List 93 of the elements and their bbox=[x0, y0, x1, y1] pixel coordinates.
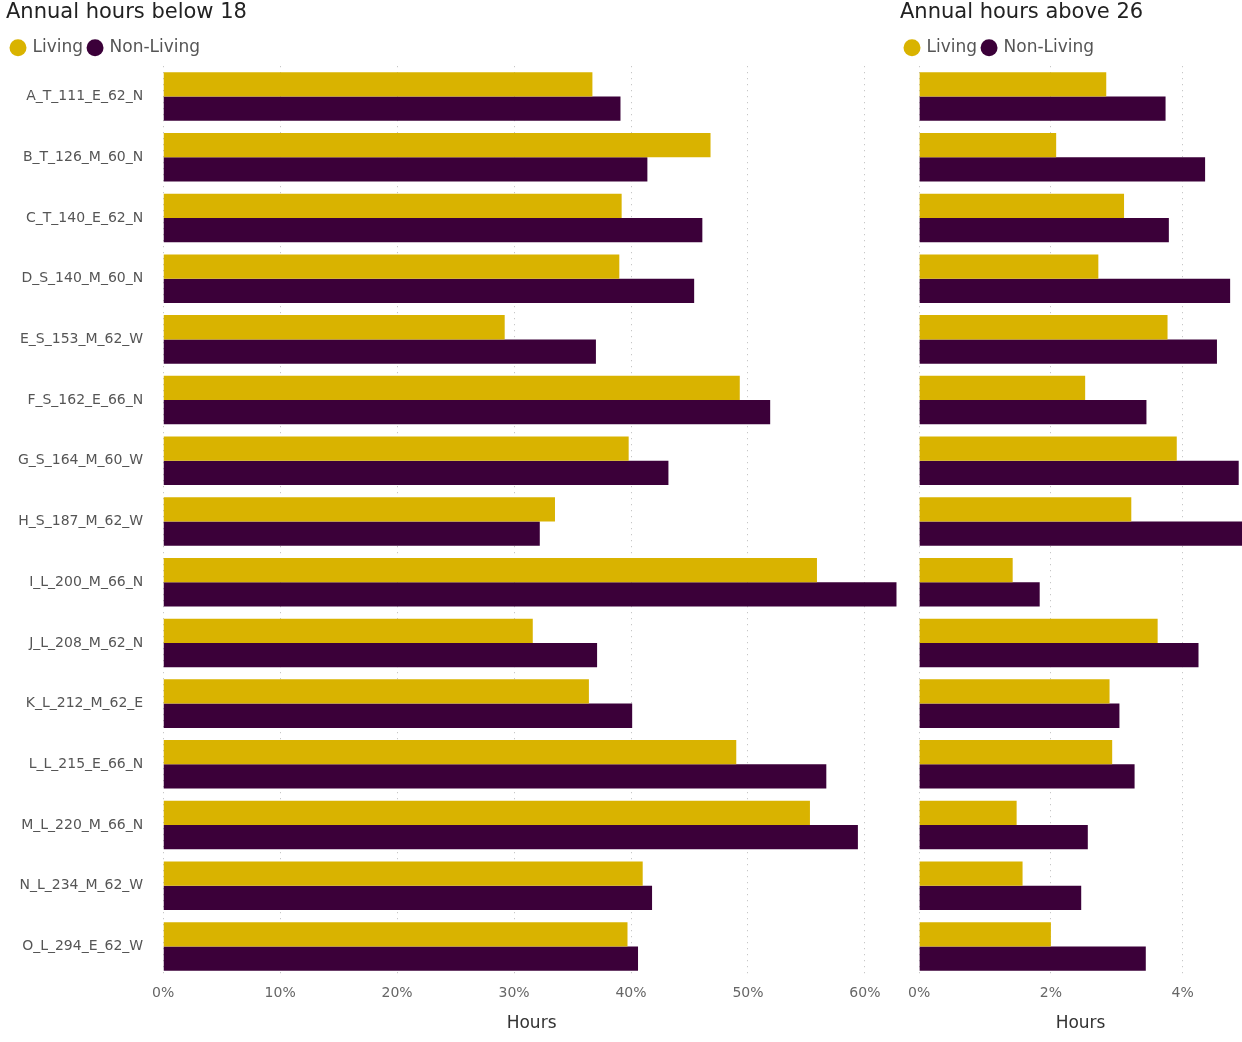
y-tick-label: M_L_220_M_66_N bbox=[21, 815, 144, 832]
chart-title: Annual hours below 18 bbox=[6, 0, 247, 24]
bar bbox=[919, 557, 1013, 583]
x-tick-label: 60% bbox=[849, 983, 881, 1000]
x-tick-label: 0% bbox=[152, 983, 175, 1000]
x-tick-label: 20% bbox=[381, 983, 413, 1000]
x-tick-label: 4% bbox=[1171, 983, 1194, 1000]
bar bbox=[163, 946, 639, 971]
bar bbox=[163, 922, 628, 947]
bar bbox=[163, 254, 620, 279]
legend-label: Non-Living bbox=[109, 36, 201, 57]
bar bbox=[163, 703, 633, 728]
bar bbox=[163, 800, 810, 826]
bar bbox=[163, 339, 596, 364]
bar bbox=[919, 703, 1120, 728]
bar bbox=[919, 497, 1132, 522]
x-tick-label: 50% bbox=[732, 983, 764, 1000]
bar bbox=[163, 557, 817, 583]
y-tick-label: O_L_294_E_62_W bbox=[22, 937, 144, 954]
bar bbox=[163, 436, 629, 461]
bar bbox=[163, 375, 740, 401]
bar bbox=[919, 96, 1166, 121]
bar bbox=[919, 922, 1051, 947]
bar bbox=[163, 740, 737, 765]
y-tick-label: J_L_208_M_62_N bbox=[28, 633, 144, 650]
bar bbox=[163, 72, 593, 97]
x-tick-label: 30% bbox=[498, 983, 530, 1000]
bar bbox=[919, 436, 1177, 461]
y-tick-label: C_T_140_E_62_N bbox=[26, 208, 144, 225]
bar bbox=[919, 825, 1088, 850]
bar bbox=[919, 861, 1023, 886]
bar bbox=[919, 375, 1086, 401]
bar bbox=[163, 217, 703, 243]
bar bbox=[919, 72, 1107, 97]
bar bbox=[919, 157, 1206, 182]
y-tick-label: F_S_162_E_66_N bbox=[27, 390, 144, 407]
y-tick-label: D_S_140_M_60_N bbox=[21, 269, 144, 286]
x-tick-label: 0% bbox=[908, 983, 931, 1000]
bar bbox=[163, 132, 711, 158]
bar bbox=[163, 521, 540, 546]
bar bbox=[163, 679, 589, 704]
bar bbox=[919, 278, 1231, 303]
legend-label: Living bbox=[926, 36, 978, 57]
bar bbox=[919, 400, 1147, 425]
bar bbox=[919, 618, 1158, 643]
bar bbox=[163, 764, 827, 789]
bar bbox=[163, 460, 669, 486]
bar bbox=[919, 193, 1125, 218]
bar bbox=[163, 193, 622, 218]
bar bbox=[919, 642, 1199, 668]
x-axis-title: Hours bbox=[1055, 1012, 1106, 1033]
bar bbox=[163, 315, 505, 340]
bar bbox=[919, 460, 1239, 486]
bar bbox=[163, 278, 695, 303]
y-tick-label: E_S_153_M_62_W bbox=[19, 330, 144, 347]
bar bbox=[919, 885, 1082, 911]
y-tick-label: K_L_212_M_62_E bbox=[25, 694, 144, 711]
bar bbox=[919, 521, 1242, 546]
bar bbox=[163, 497, 555, 522]
bar bbox=[163, 825, 858, 850]
bar bbox=[163, 861, 643, 886]
x-tick-label: 2% bbox=[1039, 983, 1063, 1000]
bar bbox=[163, 642, 598, 668]
bar bbox=[919, 764, 1135, 789]
y-tick-label: I_L_200_M_66_N bbox=[29, 572, 144, 589]
legend-label: Living bbox=[32, 36, 84, 57]
y-tick-label: A_T_111_E_62_N bbox=[26, 87, 144, 104]
bar bbox=[163, 400, 771, 425]
legend-label: Non-Living bbox=[1003, 36, 1095, 57]
x-axis-title: Hours bbox=[506, 1012, 557, 1033]
y-tick-label: H_S_187_M_62_W bbox=[18, 512, 144, 529]
bar bbox=[163, 618, 533, 643]
y-tick-label: B_T_126_M_60_N bbox=[22, 147, 144, 164]
bar bbox=[163, 885, 653, 911]
bar bbox=[919, 315, 1168, 340]
y-tick-label: G_S_164_M_60_W bbox=[17, 451, 144, 468]
bar bbox=[919, 800, 1017, 826]
bar bbox=[919, 946, 1146, 971]
x-tick-label: 10% bbox=[264, 983, 296, 1000]
bar bbox=[919, 254, 1099, 279]
x-tick-label: 40% bbox=[615, 983, 647, 1000]
y-tick-label: L_L_215_E_66_N bbox=[28, 754, 144, 771]
bar bbox=[163, 582, 897, 607]
bar bbox=[163, 157, 648, 182]
bar bbox=[919, 339, 1217, 364]
bar bbox=[919, 679, 1110, 704]
bar bbox=[919, 217, 1169, 243]
bar bbox=[919, 740, 1113, 765]
bar bbox=[919, 582, 1040, 607]
bar bbox=[163, 96, 621, 121]
bar bbox=[919, 132, 1057, 158]
chart-title: Annual hours above 26 bbox=[900, 0, 1144, 24]
y-tick-label: N_L_234_M_62_W bbox=[19, 876, 144, 893]
